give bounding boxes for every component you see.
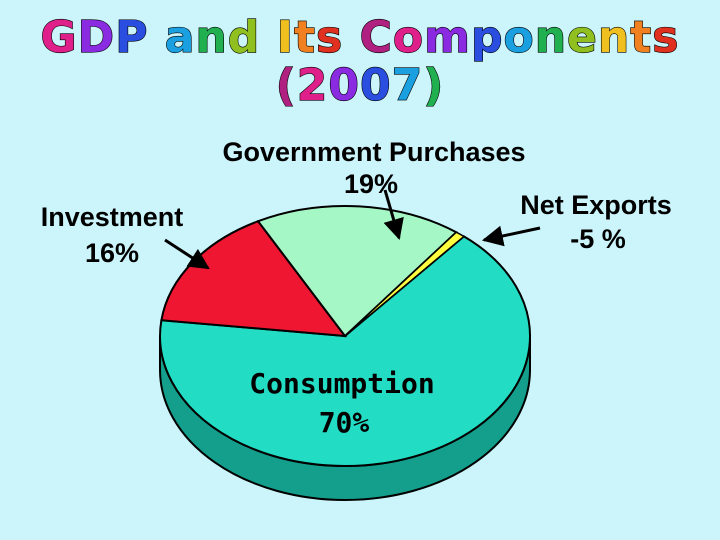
chart-title: GDP and Its Components (2007) [40, 12, 680, 112]
arrow-net-exports [481, 225, 541, 247]
arrow-investment [164, 238, 210, 270]
value-consumption: 70% [319, 406, 370, 439]
value-net-exports: -5 % [570, 224, 626, 254]
pie-slice-net-exports [344, 231, 466, 337]
label-investment: Investment [41, 202, 184, 232]
value-government-purchases: 19% [344, 169, 398, 199]
label-net-exports: Net Exports [520, 190, 672, 220]
pie-slice-consumption [159, 235, 531, 468]
arrow-government-purchases [383, 189, 404, 241]
label-government-purchases: Government Purchases [222, 137, 525, 167]
label-consumption: Consumption [249, 367, 434, 400]
value-investment: 16% [85, 238, 139, 268]
pie-slice-government-purchases [256, 205, 459, 338]
